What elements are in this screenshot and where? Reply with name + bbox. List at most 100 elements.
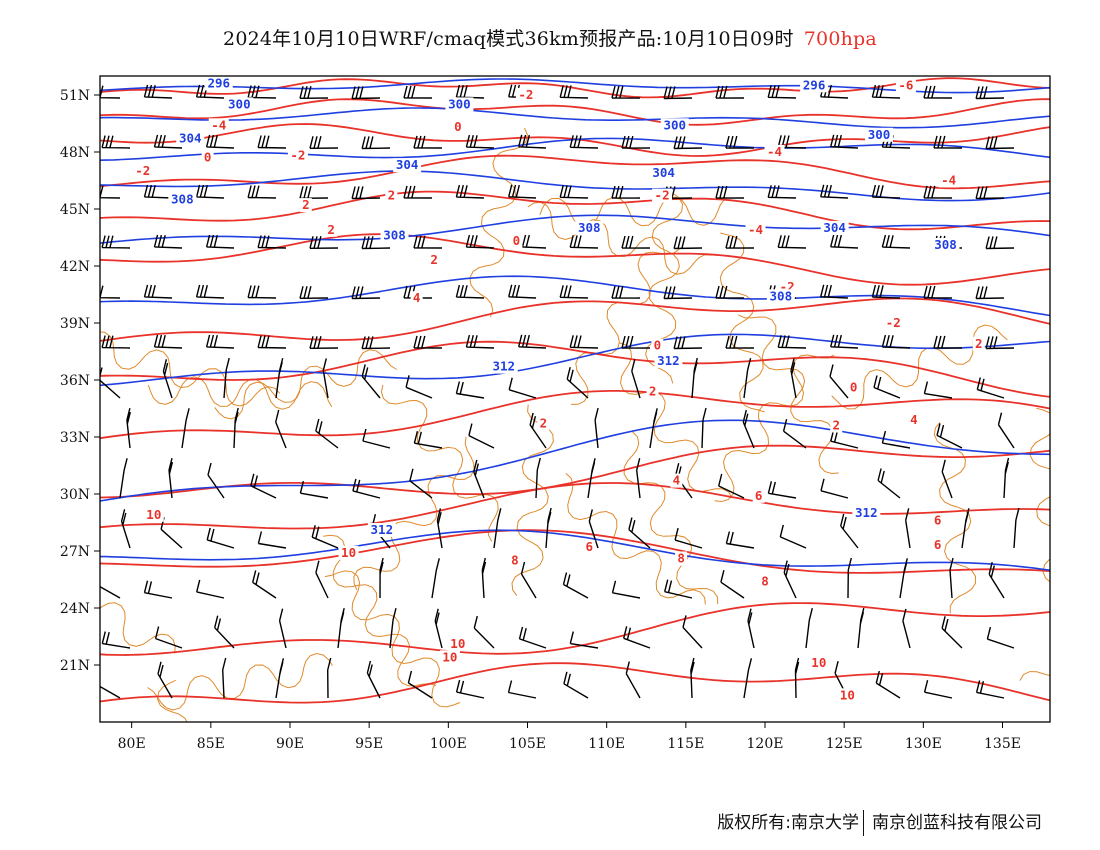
temperature-label-bg: [752, 488, 765, 503]
temperature-label-bg: [515, 87, 536, 102]
wind-barb: [873, 375, 901, 399]
wind-barb: [1013, 507, 1020, 549]
wind-barb: [257, 235, 287, 249]
wind-barb: [222, 657, 227, 699]
wind-barb: [250, 473, 277, 499]
height-label: 312: [657, 353, 680, 368]
wind-barb: [701, 407, 707, 449]
wind-barb: [195, 284, 225, 299]
wind-barb: [407, 670, 433, 699]
wind-barb: [119, 458, 128, 499]
temperature-label: 8: [677, 551, 685, 566]
height-label-bg: [766, 289, 795, 304]
wind-barb: [431, 558, 440, 599]
height-label: 308: [171, 191, 194, 206]
temperature-isotherm: [100, 529, 1050, 574]
wind-barb: [830, 234, 859, 249]
height-label: 304: [396, 157, 419, 172]
temperature-label: -4: [941, 172, 956, 187]
boundary-line: [738, 314, 839, 475]
boundary-line: [1019, 671, 1050, 681]
temperature-label-bg: [447, 637, 468, 651]
wind-barb: [101, 335, 131, 349]
wind-barb: [783, 560, 797, 599]
wind-barb: [120, 509, 131, 549]
y-tick-label: 30N: [60, 487, 90, 503]
wind-barb: [559, 285, 589, 299]
temperature-label: 2: [649, 383, 657, 398]
wind-barb: [315, 560, 329, 599]
wind-barb: [455, 679, 485, 699]
x-tick-label: 80E: [118, 736, 146, 752]
y-tick-label: 39N: [60, 316, 90, 332]
temperature-isotherm: [100, 340, 1050, 398]
wind-barb: [366, 660, 381, 699]
wind-barb: [725, 135, 755, 149]
wind-barb: [275, 358, 284, 399]
temperature-label: -4: [767, 144, 782, 159]
wind-barb: [830, 134, 859, 149]
wind-barb: [100, 367, 121, 399]
wind-barb: [881, 234, 911, 249]
temperature-label: 0: [850, 380, 858, 395]
wind-barb: [649, 408, 658, 449]
temperature-label-bg: [972, 336, 985, 351]
wind-barb: [535, 457, 541, 499]
x-tick-label: 120E: [747, 736, 784, 752]
wind-barb: [518, 334, 547, 349]
y-tick-label: 36N: [60, 373, 90, 389]
temperature-label: -4: [748, 222, 763, 237]
wind-barb: [455, 184, 485, 199]
company-name: 南京创蓝科技有限公司: [872, 813, 1042, 833]
height-label-bg: [168, 192, 197, 207]
wind-barb: [569, 335, 599, 349]
x-tick-label: 105E: [509, 736, 546, 752]
temperature-label: -2: [655, 188, 670, 203]
wind-barb: [562, 572, 589, 599]
height-label: 304: [652, 165, 675, 180]
wind-barb: [881, 334, 911, 349]
wind-barb: [986, 626, 1015, 649]
boundary-line: [565, 473, 706, 605]
temperature-label: 8: [761, 573, 769, 588]
temperature-label-bg: [745, 222, 766, 237]
wind-barb: [975, 86, 1005, 100]
y-tick-label: 21N: [60, 658, 90, 674]
height-label: 300: [868, 127, 891, 142]
temperature-label-bg: [759, 574, 771, 589]
height-label: 304: [823, 220, 846, 235]
temperature-label: 10: [450, 636, 465, 651]
temperature-label-bg: [907, 412, 920, 427]
height-contour: [100, 137, 1050, 161]
temperature-label: 0: [513, 233, 521, 248]
wind-barb: [976, 377, 1005, 399]
wind-barb: [923, 85, 953, 99]
wind-barb: [715, 285, 745, 299]
wind-barb: [923, 185, 953, 199]
x-tick-label: 110E: [588, 736, 625, 752]
wind-barb: [413, 335, 443, 349]
boundary-line: [147, 652, 333, 711]
wind-barb: [664, 579, 693, 599]
y-tick-label: 48N: [60, 145, 90, 161]
height-label-bg: [575, 220, 604, 235]
boundary-line: [570, 248, 680, 405]
temperature-label: 2: [975, 336, 983, 351]
wind-barb: [309, 336, 339, 349]
wind-barb: [621, 135, 651, 149]
height-contour: [100, 529, 1050, 572]
boundary-line: [214, 349, 397, 420]
wind-barb: [743, 658, 753, 699]
boundary-line: [511, 404, 554, 596]
temperature-label-bg: [428, 253, 441, 268]
wind-barb: [941, 616, 963, 649]
wind-barb: [905, 508, 911, 549]
height-contour: [100, 107, 1050, 129]
wind-barb: [682, 615, 703, 649]
boundary-line: [1029, 407, 1050, 583]
temperature-label: -2: [135, 163, 150, 178]
wind-barb: [389, 608, 397, 649]
wind-barb: [100, 585, 121, 599]
wind-barb: [820, 284, 849, 299]
